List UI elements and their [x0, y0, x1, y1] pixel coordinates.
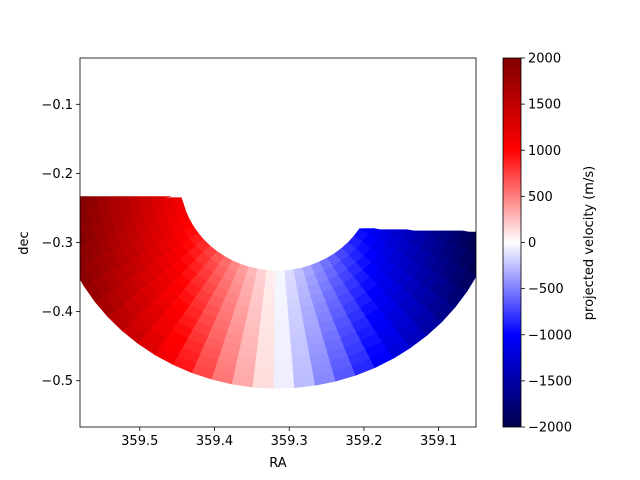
velocity-cell: [275, 279, 287, 291]
velocity-cell: [80, 196, 88, 210]
velocity-cell: [467, 252, 476, 274]
velocity-cell: [262, 289, 276, 301]
velocity-cell: [80, 226, 87, 247]
velocity-cell: [265, 269, 277, 281]
velocity-cell: [80, 255, 84, 267]
velocity-cell: [255, 268, 268, 281]
velocity-cell: [458, 248, 476, 271]
x-tick-label: 359.5: [121, 434, 158, 449]
x-tick-label: 359.1: [420, 434, 457, 449]
colorbar-tick-label: −500: [528, 282, 564, 297]
velocity-cell: [465, 232, 476, 254]
velocity-cell: [255, 347, 275, 360]
velocity-cell: [273, 348, 293, 360]
velocity-cell: [56, 211, 70, 232]
velocity-cell: [253, 367, 275, 379]
y-tick-label: −0.5: [41, 374, 73, 389]
x-axis: 359.5 359.4 359.3 359.2 359.1: [121, 427, 457, 449]
y-tick-label: −0.4: [41, 305, 73, 320]
velocity-cell: [275, 270, 286, 281]
velocity-cell: [274, 319, 291, 330]
velocity-cell: [64, 197, 77, 212]
velocity-cell: [286, 298, 302, 310]
y-axis: −0.1 −0.2 −0.3 −0.4 −0.5: [41, 98, 80, 389]
velocity-cell: [472, 231, 476, 234]
y-tick-label: −0.3: [41, 236, 73, 251]
velocity-cell: [80, 223, 81, 228]
velocity-cell: [257, 338, 275, 350]
colorbar-tick-label: −1000: [528, 328, 572, 343]
colorbar-label: projected velocity (m/s): [582, 166, 597, 320]
velocity-cell: [253, 278, 266, 291]
velocity-cell: [273, 377, 295, 389]
colorbar-tick-label: 2000: [528, 52, 561, 67]
velocity-cell: [259, 318, 276, 330]
colorbar-tick-label: 0: [528, 236, 536, 251]
colorbar-tick-label: 1000: [528, 144, 561, 159]
x-axis-label: RA: [269, 456, 287, 471]
velocity-cell: [273, 358, 294, 370]
velocity-cell: [261, 299, 276, 311]
velocity-cell: [274, 299, 289, 311]
velocity-field: [54, 196, 498, 389]
x-tick-label: 359.3: [271, 434, 308, 449]
x-tick-label: 359.4: [196, 434, 233, 449]
velocity-cell: [260, 308, 276, 321]
velocity-cell: [252, 376, 275, 389]
velocity-cell: [475, 252, 476, 254]
colorbar-ticks: 2000 1500 1000 500 0 −500 −1000 −1500 −2000: [521, 52, 572, 436]
colorbar-tick-label: 1500: [528, 98, 561, 113]
velocity-cell: [483, 232, 498, 238]
velocity-cell: [287, 307, 304, 320]
y-tick-label: −0.1: [41, 98, 73, 113]
colorbar-tick-label: −1500: [528, 374, 572, 389]
velocity-cell: [286, 288, 300, 301]
y-axis-label: dec: [17, 231, 32, 254]
colorbar: [503, 58, 521, 427]
velocity-cell: [258, 328, 276, 340]
colorbar-tick-label: 500: [528, 190, 553, 205]
velocity-cell: [274, 328, 291, 340]
velocity-cell: [54, 197, 67, 213]
velocity-cell: [274, 338, 292, 350]
y-tick-label: −0.2: [41, 167, 73, 182]
velocity-cell: [293, 375, 316, 389]
velocity-cell: [95, 196, 109, 208]
velocity-cell: [264, 279, 276, 291]
colorbar-tick-label: −2000: [528, 421, 572, 436]
velocity-cell: [273, 367, 295, 379]
velocity-cell: [274, 289, 288, 301]
velocity-cell: [274, 309, 290, 321]
velocity-cell: [254, 357, 275, 370]
velocity-cell: [457, 269, 476, 292]
x-tick-label: 359.2: [345, 434, 382, 449]
